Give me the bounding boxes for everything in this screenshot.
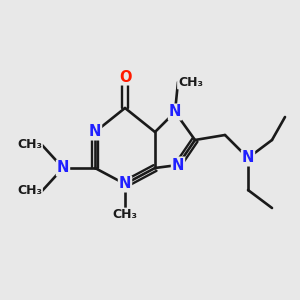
Text: N: N: [242, 151, 254, 166]
Text: N: N: [57, 160, 69, 175]
Text: CH₃: CH₃: [17, 184, 42, 197]
Text: N: N: [119, 176, 131, 191]
Text: CH₃: CH₃: [17, 139, 42, 152]
Text: N: N: [172, 158, 184, 172]
Text: N: N: [89, 124, 101, 140]
Text: CH₃: CH₃: [178, 76, 203, 88]
Text: N: N: [169, 104, 181, 119]
Text: O: O: [119, 70, 131, 85]
Text: CH₃: CH₃: [112, 208, 137, 221]
